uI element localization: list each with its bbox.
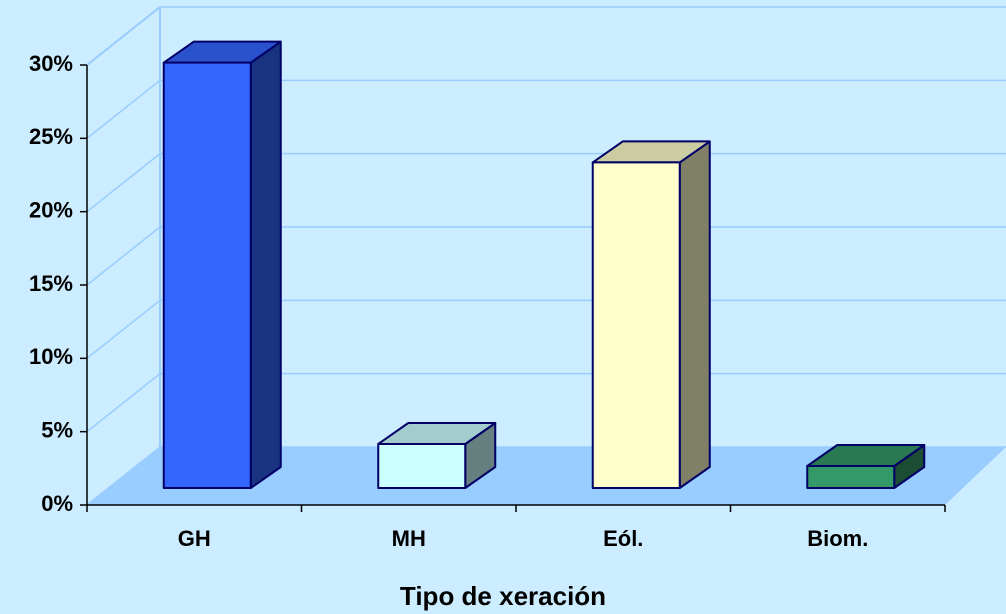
bar xyxy=(806,465,896,489)
x-tick-label: Eól. xyxy=(603,526,643,551)
grid-line xyxy=(86,226,1006,286)
y-tick-label: 0% xyxy=(41,491,73,516)
x-axis-title: Tipo de xeración xyxy=(400,581,606,611)
y-tick-label: 30% xyxy=(29,51,73,76)
grid-line xyxy=(86,6,1006,66)
x-tick-label: Biom. xyxy=(807,526,868,551)
bar xyxy=(377,443,467,489)
x-tick-label: MH xyxy=(392,526,426,551)
grid-line xyxy=(86,152,1006,213)
y-tick-label: 15% xyxy=(29,271,73,296)
grid-line xyxy=(86,372,1006,433)
grid-line xyxy=(86,79,1006,139)
grid-line xyxy=(86,299,1006,359)
floor xyxy=(87,447,1006,505)
y-tick-label: 20% xyxy=(29,197,73,222)
y-tick-label: 5% xyxy=(41,417,73,442)
bar xyxy=(591,161,681,489)
y-tick-label: 25% xyxy=(29,124,73,149)
bar-side xyxy=(678,140,711,489)
x-tick-label: GH xyxy=(178,526,211,551)
y-tick-label: 10% xyxy=(29,344,73,369)
bar xyxy=(162,61,252,490)
grid-line xyxy=(86,446,1006,506)
bar-side xyxy=(249,40,282,489)
